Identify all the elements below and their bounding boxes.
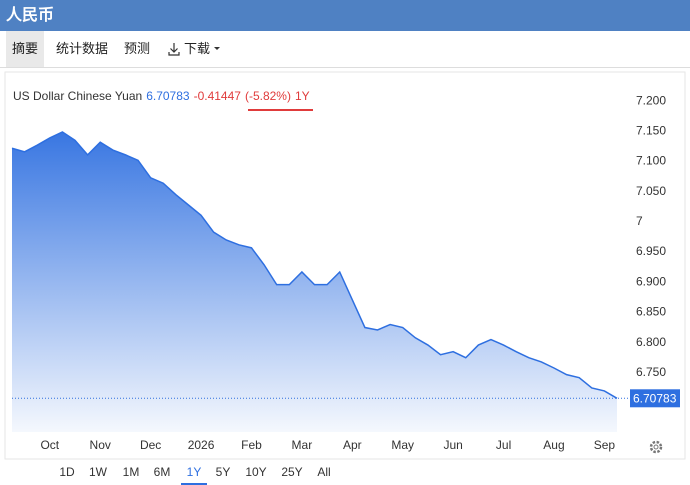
y-tick-label: 6.800	[636, 335, 666, 349]
legend: US Dollar Chinese Yuan 6.70783 -0.41447 (-5…	[13, 89, 310, 103]
tab[interactable]: 下载	[184, 41, 211, 56]
x-tick-label: 2026	[188, 438, 215, 452]
x-tick-label: Jun	[443, 438, 462, 452]
y-tick-label: 7.100	[636, 154, 666, 168]
range-button[interactable]: 1Y	[187, 465, 202, 479]
y-tick-label: 7	[636, 214, 643, 228]
legend-part: 1Y	[295, 89, 310, 103]
x-tick-label: Dec	[140, 438, 161, 452]
legend-part: US Dollar Chinese Yuan	[13, 89, 142, 103]
x-tick-label: Mar	[292, 438, 313, 452]
x-tick-label: Feb	[241, 438, 262, 452]
y-tick-label: 7.150	[636, 123, 666, 137]
y-tick-label: 7.200	[636, 93, 666, 107]
legend-part: 6.70783	[146, 89, 190, 103]
y-tick-label: 6.950	[636, 244, 666, 258]
range-button[interactable]: 5Y	[216, 465, 231, 479]
x-tick-label: Nov	[90, 438, 111, 452]
x-tick-label: May	[391, 438, 414, 452]
range-button[interactable]: 25Y	[281, 465, 302, 479]
last-price-box	[630, 389, 680, 408]
range-button[interactable]: 10Y	[245, 465, 266, 479]
range-button[interactable]: 1M	[123, 465, 140, 479]
range-button[interactable]: All	[317, 465, 330, 479]
area-fill	[12, 131, 617, 432]
chart-frame	[4, 71, 686, 460]
y-tick-label: 6.750	[636, 365, 666, 379]
download-icon	[168, 43, 220, 56]
tab[interactable]: 摘要	[6, 31, 45, 67]
range-button[interactable]: 6M	[154, 465, 171, 479]
y-tick-label: 7.050	[636, 184, 666, 198]
tab[interactable]: 预测	[124, 41, 151, 56]
x-tick-label: Sep	[594, 438, 616, 452]
legend-part: -0.41447	[194, 89, 242, 103]
tab[interactable]: 统计数据	[56, 41, 109, 56]
legend-part: (-5.82%)	[245, 89, 291, 103]
price-line	[11, 131, 618, 399]
settings-icon[interactable]	[649, 440, 663, 454]
range-button[interactable]: 1D	[59, 465, 75, 479]
y-tick-label: 6.850	[636, 305, 666, 319]
x-tick-label: Oct	[40, 438, 59, 452]
x-tick-label: Aug	[543, 438, 564, 452]
x-tick-label: Apr	[343, 438, 362, 452]
tab-bar: 摘要 统计数据 预测 下载	[0, 31, 690, 68]
header: 人民币	[0, 0, 690, 31]
last-price-label: 6.70783	[633, 391, 677, 405]
range-button[interactable]: 1W	[89, 465, 108, 479]
x-tick-label: Jul	[496, 438, 511, 452]
y-tick-label: 6.900	[636, 274, 666, 288]
